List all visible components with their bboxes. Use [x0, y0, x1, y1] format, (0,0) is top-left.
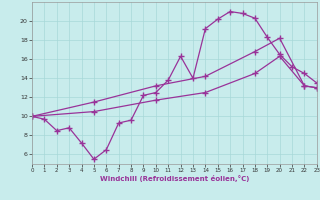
X-axis label: Windchill (Refroidissement éolien,°C): Windchill (Refroidissement éolien,°C): [100, 175, 249, 182]
